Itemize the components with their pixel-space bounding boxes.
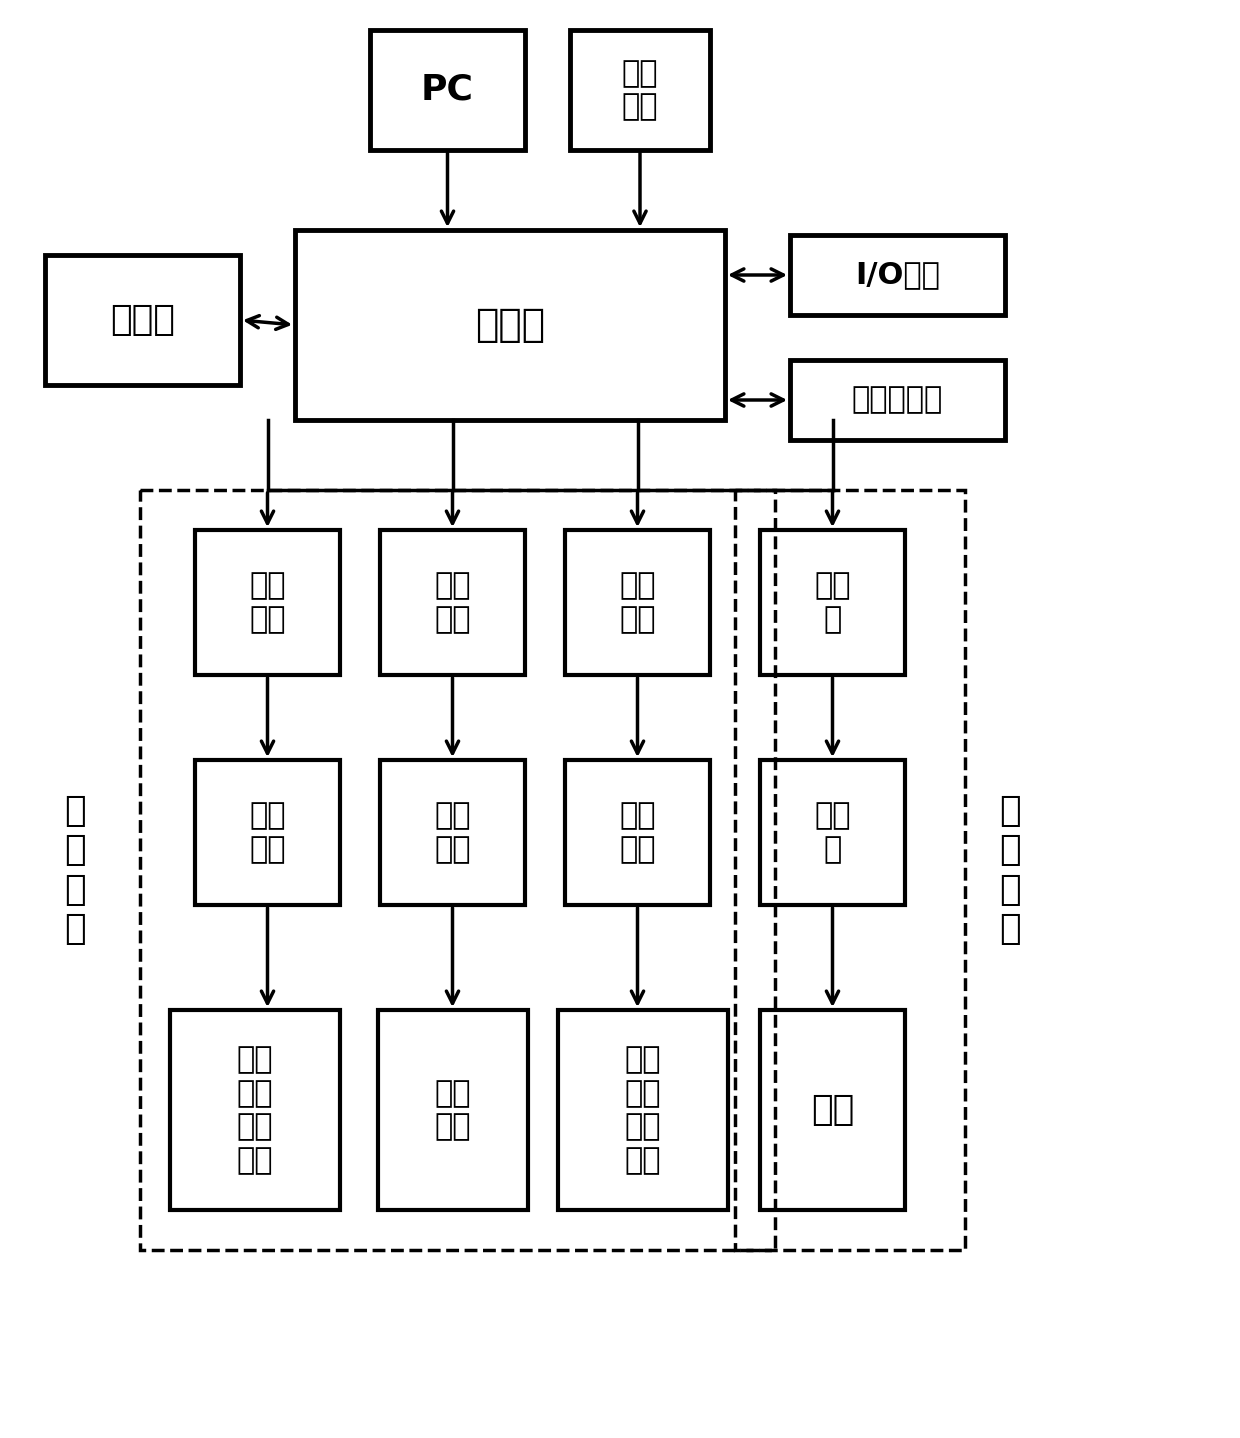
Bar [565,531,711,674]
Bar [760,531,905,674]
Bar [558,1009,728,1209]
Bar [140,490,775,1250]
Text: 伺服
驱动: 伺服 驱动 [249,571,285,634]
Bar [170,1009,340,1209]
Text: 送料
装置: 送料 装置 [435,1078,471,1142]
Text: 伺服
电机: 伺服 电机 [249,801,285,864]
Bar [45,255,241,385]
Text: 伺服
电机: 伺服 电机 [619,801,656,864]
Bar [570,30,711,150]
Text: 驱
动
机
构: 驱 动 机 构 [64,794,86,946]
Text: I/O信号: I/O信号 [856,260,940,289]
Bar [790,360,1004,440]
Bar [379,531,525,674]
Bar [565,761,711,905]
Bar [195,761,340,905]
Bar [378,1009,528,1209]
Text: 模拟量信号: 模拟量信号 [852,385,944,414]
Bar [195,531,340,674]
Text: 下模
位置
调节
装置: 下模 位置 调节 装置 [625,1045,661,1175]
Bar [295,230,725,420]
Bar [790,234,1004,315]
Text: 液压
泵: 液压 泵 [815,571,851,634]
Text: 伺服
电机: 伺服 电机 [434,801,471,864]
Bar [735,490,965,1250]
Text: 伺服
驱动: 伺服 驱动 [434,571,471,634]
Text: PC: PC [422,73,474,106]
Text: 冲
压
机
构: 冲 压 机 构 [999,794,1021,946]
Text: 上模: 上模 [811,1093,854,1127]
Bar [760,761,905,905]
Text: 显示器: 显示器 [110,303,175,336]
Text: 伺服
驱动: 伺服 驱动 [619,571,656,634]
Text: 控制器: 控制器 [475,306,546,344]
Text: 通讯
接口: 通讯 接口 [621,59,658,121]
Bar [760,1009,905,1209]
Bar [370,30,525,150]
Bar [379,761,525,905]
Text: 上模
位置
调节
装置: 上模 位置 调节 装置 [237,1045,273,1175]
Text: 液压
缸: 液压 缸 [815,801,851,864]
